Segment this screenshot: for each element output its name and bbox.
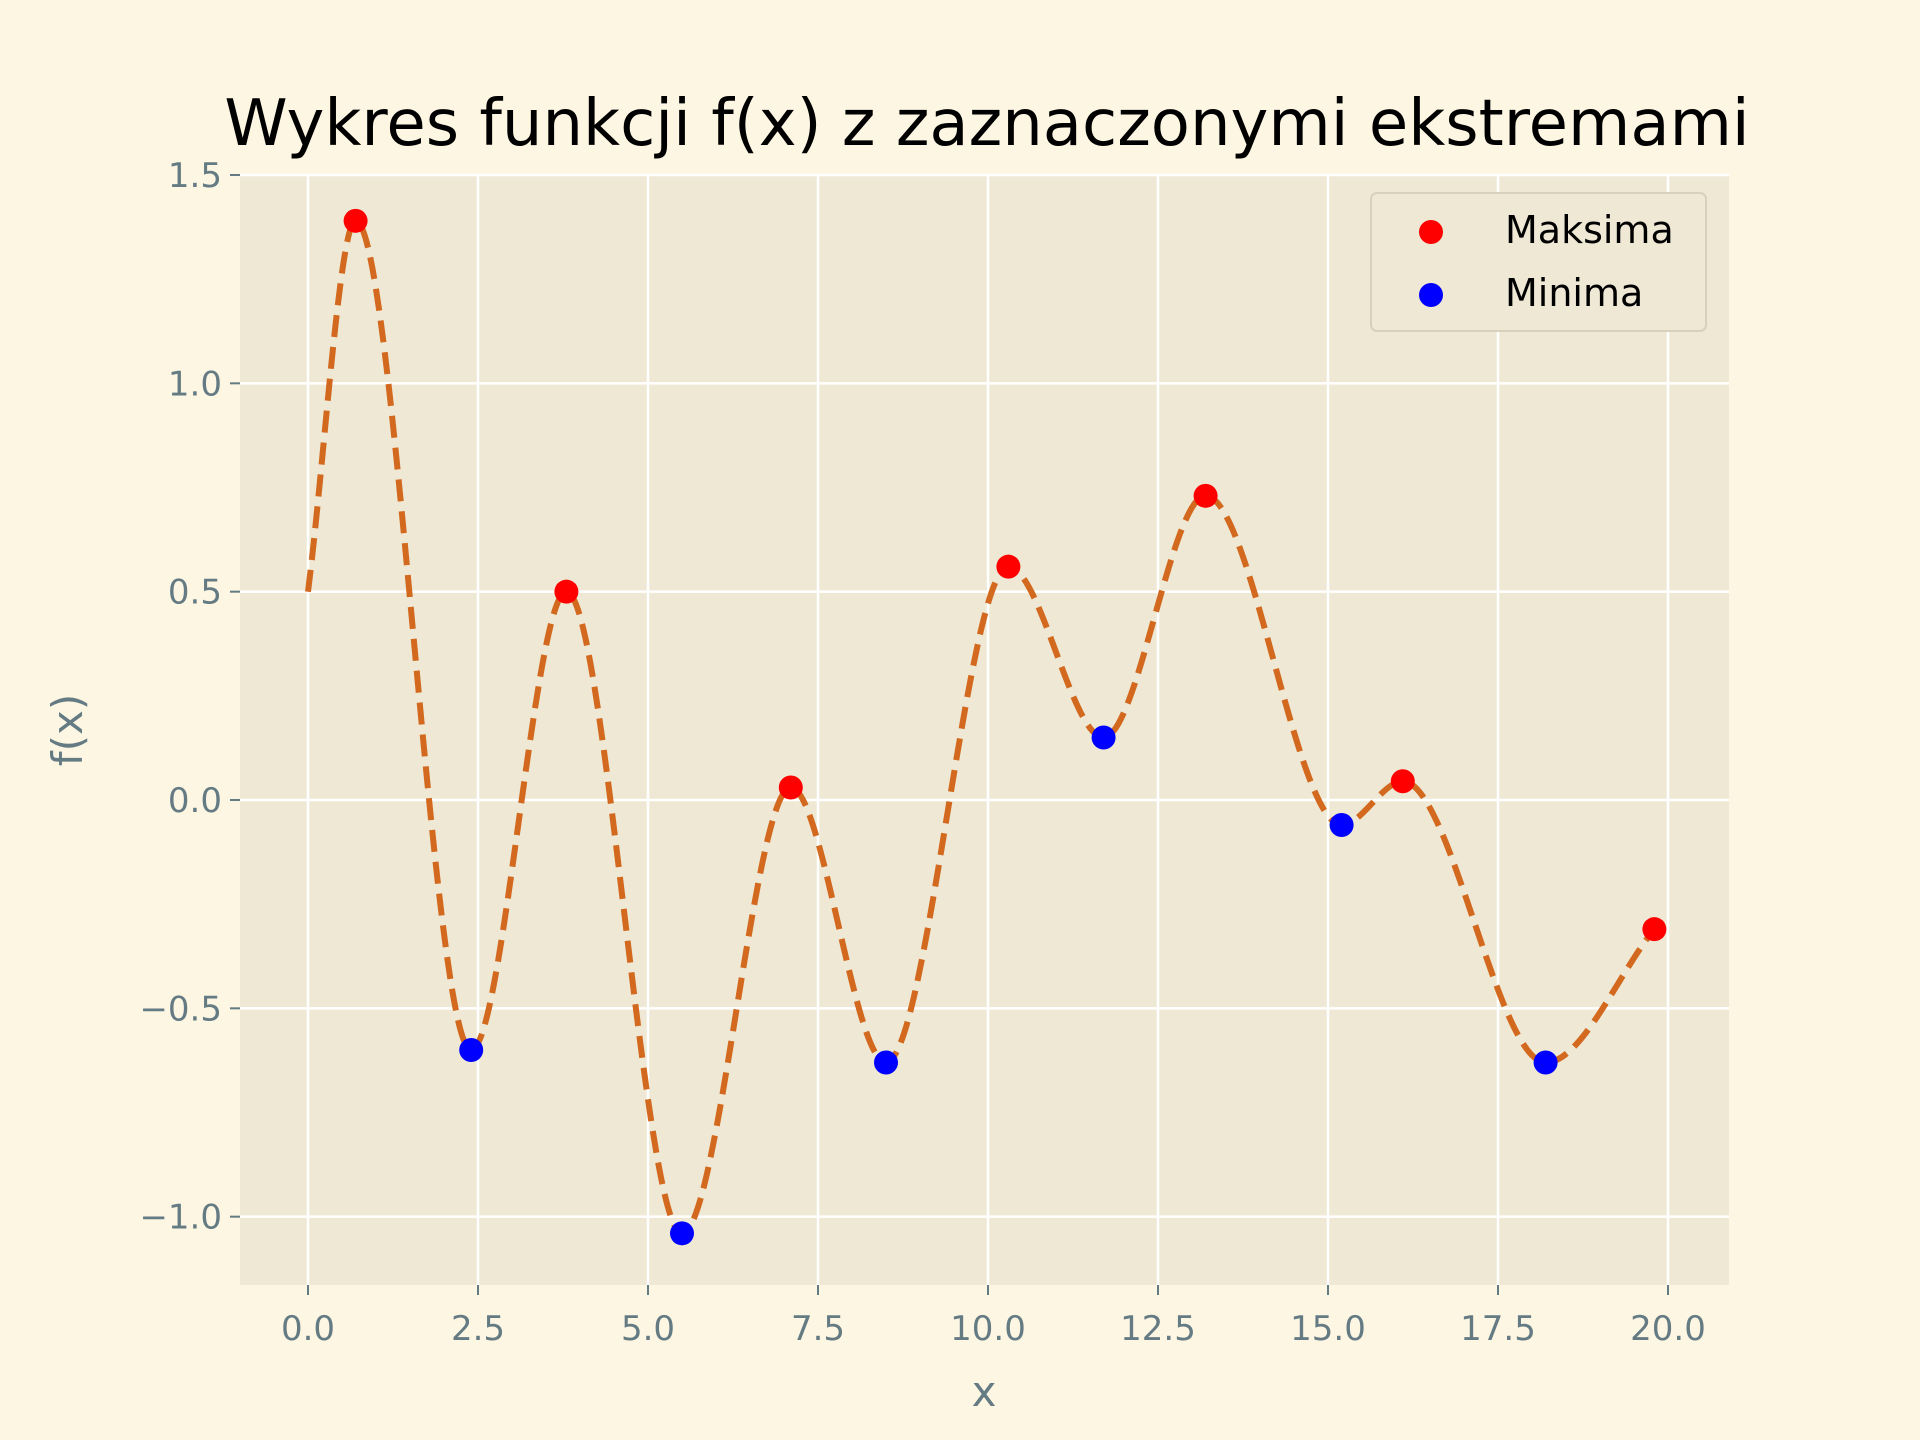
y-tick-label: −0.5: [139, 989, 222, 1029]
y-tick-label: 0.0: [168, 781, 222, 821]
legend-label-maksima: Maksima: [1505, 208, 1674, 252]
maximum-point: [996, 554, 1021, 579]
y-tick-label: 1.0: [168, 364, 222, 404]
x-tick-label: 10.0: [950, 1309, 1026, 1349]
legend-marker-minima: [1419, 283, 1443, 307]
legend: Maksima Minima: [1370, 192, 1707, 332]
minimum-point: [459, 1038, 484, 1062]
axis-ticks: 0.0 2.5 5.0 7.5 10.0 12.5 15.0 17.5 20.0 1.5 1.0 0.…: [139, 156, 1705, 1349]
maximum-point: [1193, 483, 1218, 508]
x-tick-label: 5.0: [621, 1309, 675, 1349]
maximum-point: [1642, 917, 1667, 942]
y-tick-label: 1.5: [168, 156, 222, 196]
maximum-point: [554, 579, 579, 604]
minimum-point: [874, 1050, 898, 1075]
y-tick-label: 0.5: [168, 573, 222, 613]
grid: [240, 173, 1729, 1285]
legend-box: [1370, 192, 1707, 332]
y-axis-label: f(x): [43, 694, 92, 766]
minimum-point: [670, 1221, 694, 1246]
x-tick-label: 0.0: [281, 1309, 335, 1349]
x-tick-label: 15.0: [1290, 1309, 1366, 1349]
minimum-point: [1533, 1050, 1558, 1075]
maximum-point: [778, 775, 803, 800]
minimum-point: [1091, 725, 1116, 750]
x-tick-label: 7.5: [791, 1309, 845, 1349]
x-tick-label: 12.5: [1120, 1309, 1196, 1349]
legend-label-minima: Minima: [1505, 271, 1643, 315]
x-tick-label: 2.5: [451, 1309, 505, 1349]
series: [305, 208, 1667, 1246]
maximum-point: [1390, 769, 1415, 794]
minimum-point: [1329, 813, 1354, 837]
maximum-point: [343, 208, 368, 233]
x-axis-label: x: [972, 1367, 997, 1416]
chart-title: Wykres funkcji f(x) z zaznaczonymi ekstr…: [224, 87, 1749, 161]
plot-area: [240, 175, 1729, 1285]
x-tick-label: 17.5: [1460, 1309, 1536, 1349]
x-tick-label: 20.0: [1630, 1309, 1706, 1349]
y-tick-label: −1.0: [139, 1198, 222, 1238]
legend-marker-maksima: [1419, 220, 1443, 244]
